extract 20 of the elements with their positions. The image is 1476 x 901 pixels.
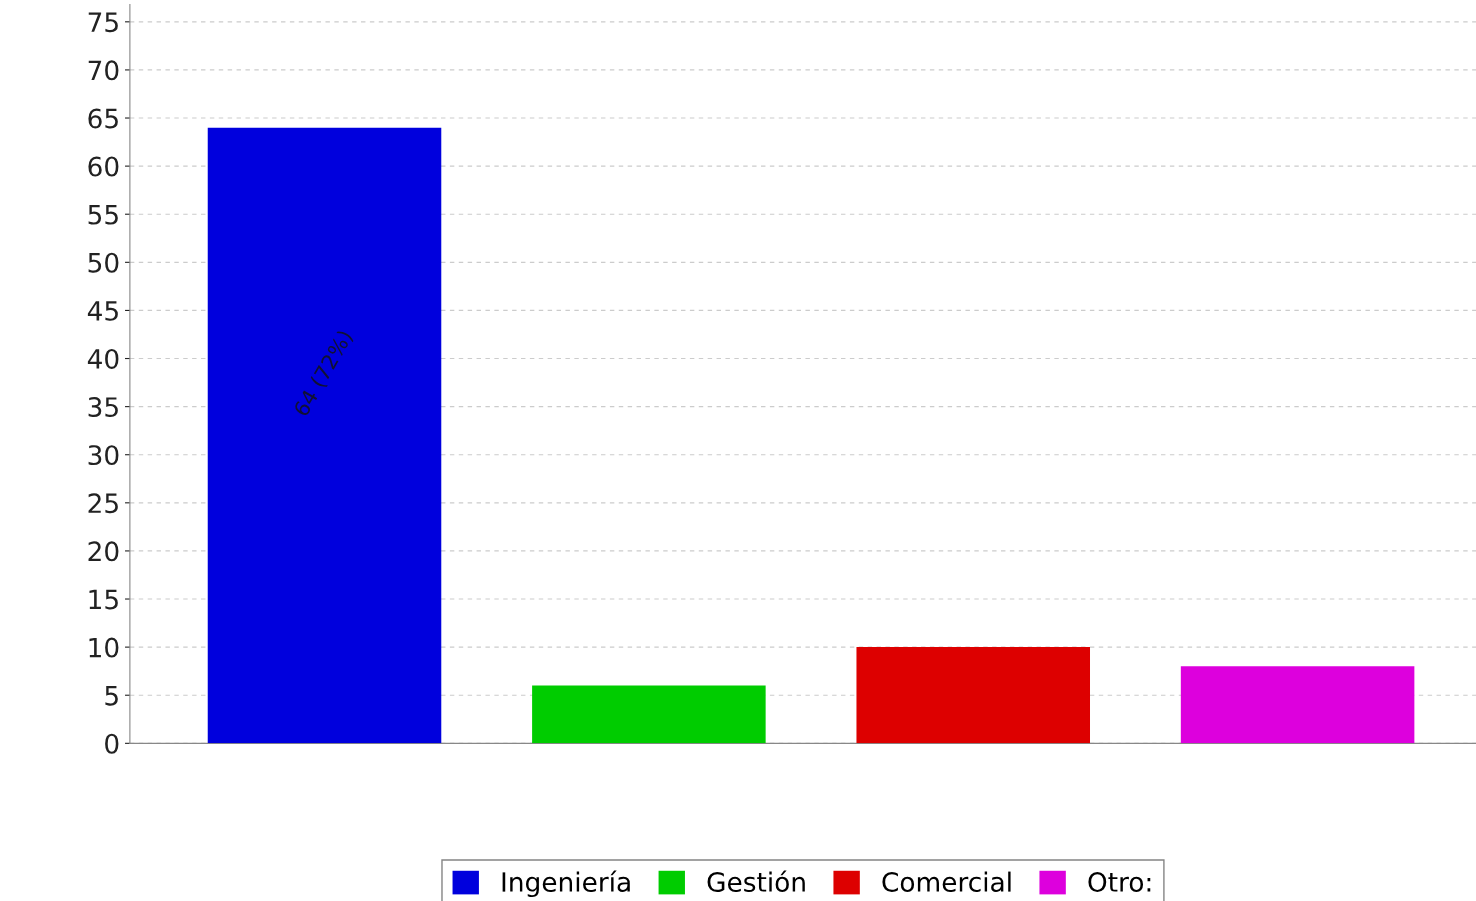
y-tick-label: 10 [89, 637, 119, 658]
y-tick-label: 75 [88, 12, 118, 33]
y-tick-label: 65 [88, 108, 118, 129]
y-tick-label: 40 [87, 348, 119, 369]
y-tick-label: 5 [105, 686, 118, 706]
y-tick-label: 60 [88, 156, 119, 177]
y-tick-label: 35 [88, 397, 118, 418]
y-tick-label: 70 [88, 60, 119, 81]
legend-label: Otro: [1088, 872, 1151, 892]
y-tick-label: 45 [87, 301, 118, 321]
legend-label: Gestión [707, 870, 805, 892]
legend-label: Ingeniería [502, 870, 630, 898]
y-tick-label: 15 [89, 589, 118, 610]
y-tick-label: 20 [88, 541, 119, 562]
y-tick-label: 55 [88, 205, 118, 225]
y-tick-label: 0 [105, 733, 119, 754]
y-tick-label: 30 [88, 445, 119, 466]
y-tick-label: 25 [88, 493, 118, 514]
legend-label: Comercial [882, 871, 1011, 892]
y-tick-label: 50 [88, 252, 119, 273]
